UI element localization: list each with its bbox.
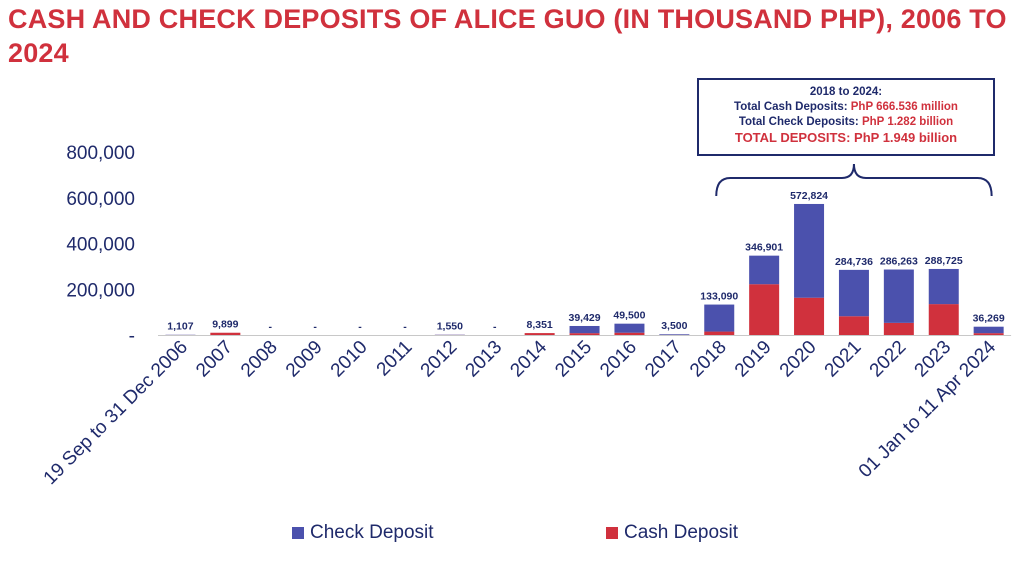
bar-check bbox=[794, 203, 825, 298]
data-label: 346,901 bbox=[745, 242, 783, 254]
x-tick-label: 2008 bbox=[237, 337, 282, 382]
annotation-cash-label: Total Cash Deposits: bbox=[734, 101, 851, 113]
annotation-cash-value: PhP 666.536 million bbox=[850, 101, 958, 113]
bar-cash bbox=[749, 284, 780, 335]
bar-cash bbox=[973, 333, 1004, 335]
data-label: 39,429 bbox=[568, 312, 600, 324]
bar-cash bbox=[838, 316, 869, 335]
x-tick-label: 2016 bbox=[596, 337, 641, 382]
data-label: 286,263 bbox=[880, 256, 918, 268]
x-tick-label: 2010 bbox=[327, 337, 372, 382]
x-tick-label: 2009 bbox=[282, 337, 327, 382]
legend-cash-swatch bbox=[606, 527, 618, 539]
annotation-check-label: Total Check Deposits: bbox=[738, 116, 862, 128]
data-label: 1,550 bbox=[437, 321, 463, 333]
bar-cash bbox=[883, 322, 914, 335]
bar-check bbox=[928, 268, 959, 305]
annotation-box: 2018 to 2024: Total Cash Deposits: PhP 6… bbox=[697, 78, 995, 156]
bar-check bbox=[749, 255, 780, 285]
data-label: 8,351 bbox=[527, 319, 553, 331]
bar-cash bbox=[524, 333, 555, 335]
y-tick-label: - bbox=[129, 326, 135, 347]
x-tick-label: 2017 bbox=[641, 337, 686, 382]
x-tick-label: 2018 bbox=[686, 337, 731, 382]
legend-check: Check Deposit bbox=[292, 522, 434, 544]
data-label: 1,107 bbox=[167, 321, 193, 333]
x-tick-label: 2015 bbox=[551, 337, 596, 382]
x-tick-label: 2022 bbox=[866, 337, 911, 382]
data-label: 9,899 bbox=[212, 319, 238, 331]
data-label: 49,500 bbox=[613, 310, 645, 322]
annotation-check-value: PhP 1.282 billion bbox=[861, 116, 954, 128]
data-label: - bbox=[403, 321, 407, 333]
x-tick-label: 2019 bbox=[731, 337, 776, 382]
data-label: - bbox=[313, 321, 317, 333]
bar-cash bbox=[210, 332, 241, 335]
bar-cash bbox=[614, 332, 645, 335]
annotation-total: TOTAL DEPOSITS: PhP 1.949 billion bbox=[734, 130, 958, 145]
bar-check bbox=[614, 323, 645, 333]
bar-check bbox=[883, 269, 914, 323]
legend-cash-label: Cash Deposit bbox=[624, 522, 739, 543]
bar-check bbox=[973, 326, 1004, 334]
y-tick-label: 800,000 bbox=[66, 143, 135, 164]
x-tick-label: 2021 bbox=[821, 337, 866, 382]
data-label: 284,736 bbox=[835, 256, 873, 268]
legend-cash: Cash Deposit bbox=[606, 522, 738, 544]
annotation-bracket bbox=[715, 163, 993, 197]
data-label: - bbox=[358, 321, 362, 333]
annotation-cash-line: Total Cash Deposits: PhP 666.536 million bbox=[699, 100, 993, 115]
x-tick-label: 2014 bbox=[506, 336, 551, 381]
data-label: - bbox=[269, 321, 273, 333]
data-label: 288,725 bbox=[925, 255, 963, 267]
data-label: 3,500 bbox=[661, 320, 687, 332]
x-tick-label: 2011 bbox=[373, 337, 417, 381]
x-tick-label: 2012 bbox=[417, 337, 462, 382]
annotation-line1: 2018 to 2024: bbox=[809, 86, 883, 98]
x-tick-label: 2007 bbox=[192, 337, 237, 382]
annotation-check-line: Total Check Deposits: PhP 1.282 billion bbox=[699, 115, 993, 130]
x-tick-label: 19 Sep to 31 Dec 2006 bbox=[40, 337, 192, 489]
legend-check-label: Check Deposit bbox=[310, 522, 434, 543]
bar-cash bbox=[569, 333, 600, 335]
data-label: 133,090 bbox=[700, 291, 738, 303]
data-label: - bbox=[493, 321, 497, 333]
x-tick-label: 2013 bbox=[462, 337, 507, 382]
bar-check bbox=[838, 269, 869, 317]
y-tick-label: 600,000 bbox=[66, 189, 135, 210]
chart-title: CASH AND CHECK DEPOSITS OF ALICE GUO (IN… bbox=[8, 4, 1007, 68]
x-tick-label: 2020 bbox=[776, 337, 821, 382]
legend-check-swatch bbox=[292, 527, 304, 539]
bar-cash bbox=[928, 304, 959, 335]
bar-cash bbox=[704, 331, 735, 335]
data-label: 36,269 bbox=[973, 313, 1005, 325]
bar-check bbox=[704, 304, 735, 332]
bar-check bbox=[569, 325, 600, 334]
data-label: 572,824 bbox=[790, 190, 828, 202]
y-tick-label: 400,000 bbox=[66, 235, 135, 256]
bar-check bbox=[659, 334, 690, 335]
y-tick-label: 200,000 bbox=[66, 280, 135, 301]
bar-cash bbox=[794, 297, 825, 335]
